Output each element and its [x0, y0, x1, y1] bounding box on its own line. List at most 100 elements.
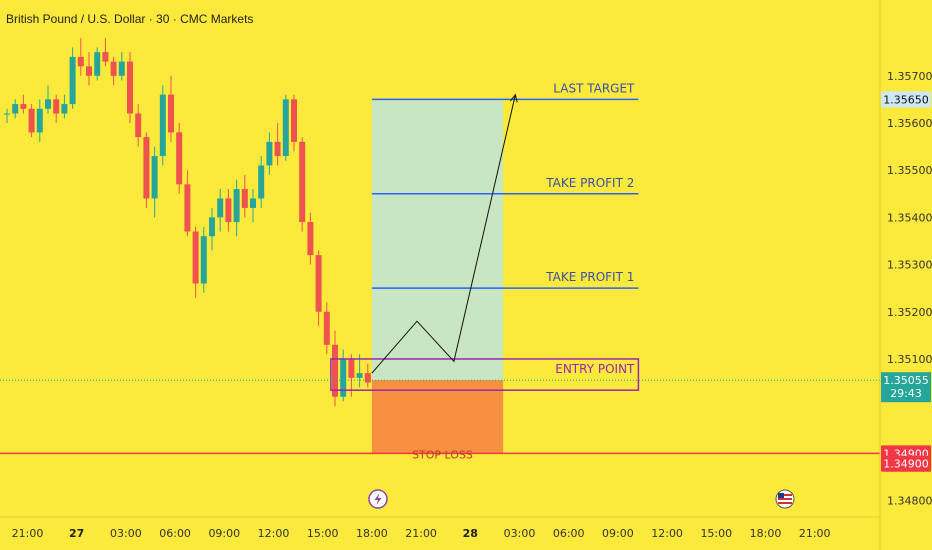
candle	[118, 52, 125, 81]
x-tick-label: 03:00	[504, 527, 536, 540]
x-tick-label: 06:00	[159, 527, 191, 540]
profit-zone	[371, 99, 504, 381]
candle	[110, 56, 117, 86]
candle-body	[184, 184, 191, 232]
current-price-text: 1.35055	[883, 374, 929, 387]
candle-body	[291, 99, 297, 142]
lightning-icon[interactable]	[368, 489, 388, 509]
candle-body	[200, 236, 207, 284]
candle	[69, 47, 76, 109]
price-axis[interactable]: 1.35700 1.35600 1.35500 1.35400 1.35300 1.352…	[887, 70, 932, 508]
candle-body	[282, 99, 289, 156]
level-label: TAKE PROFIT 1	[545, 270, 634, 284]
x-tick-label: 28	[463, 527, 478, 540]
candle-body	[315, 255, 322, 312]
us-flag-icon[interactable]	[775, 489, 795, 509]
candle-body	[69, 56, 76, 105]
candle	[53, 94, 60, 123]
level-label: LAST TARGET	[553, 81, 635, 95]
x-tick-label: 27	[69, 527, 84, 540]
candle-body	[77, 56, 84, 67]
candle-body	[233, 189, 240, 223]
candle	[307, 212, 314, 265]
candle-body	[135, 113, 142, 138]
x-tick-label: 09:00	[602, 527, 634, 540]
x-tick-label: 12:00	[651, 527, 683, 540]
candle-body	[307, 222, 314, 256]
x-tick-label: 18:00	[356, 527, 388, 540]
candle	[299, 137, 306, 232]
candle-body	[94, 52, 101, 76]
candle	[45, 85, 51, 114]
annotations: LAST TARGET TAKE PROFIT 2 TAKE PROFIT 1 ENT…	[0, 81, 880, 461]
candle	[135, 104, 142, 147]
candle-body	[159, 94, 166, 156]
candle	[61, 94, 68, 119]
x-tick-label: 12:00	[258, 527, 290, 540]
candle-body	[332, 344, 338, 397]
candle-body	[20, 104, 27, 109]
candle	[323, 302, 330, 355]
entry-box[interactable]	[330, 358, 640, 391]
candle-body	[176, 132, 183, 185]
candle	[225, 189, 232, 232]
candle	[274, 122, 281, 166]
candle	[250, 189, 256, 223]
candle	[233, 179, 240, 237]
x-tick-label: 21:00	[12, 527, 44, 540]
candle-body	[53, 99, 60, 114]
candle-body	[110, 61, 117, 76]
y-tick-label: 1.34800	[887, 495, 932, 508]
chart-title: British Pound / U.S. Dollar · 30 · CMC M…	[6, 12, 253, 26]
candle	[151, 146, 158, 218]
candle	[77, 38, 84, 76]
candle-body	[168, 94, 174, 133]
time-axis[interactable]: 21:00 27 03:00 06:00 09:00 12:00 15:00 18:00 21:…	[12, 527, 831, 540]
x-tick-label: 15:00	[700, 527, 732, 540]
candle	[291, 94, 297, 152]
candle	[200, 226, 207, 293]
candle-body	[192, 231, 199, 284]
projection-path[interactable]	[371, 94, 516, 374]
candle-body	[241, 189, 248, 208]
x-tick-label: 06:00	[553, 527, 585, 540]
candle-body	[348, 358, 355, 378]
x-tick-label: 21:00	[405, 527, 437, 540]
x-tick-label: 09:00	[208, 527, 240, 540]
y-tick-label: 1.35200	[887, 306, 932, 319]
position-zones	[371, 99, 504, 454]
candle-body	[356, 373, 363, 378]
candle	[86, 52, 92, 86]
candles	[4, 38, 371, 407]
candle-body	[274, 141, 281, 156]
candle	[364, 363, 371, 388]
candle-body	[258, 165, 265, 199]
x-tick-label: 03:00	[110, 527, 142, 540]
candle-body	[299, 141, 306, 223]
candle	[266, 132, 273, 175]
y-tick-label: 1.35600	[887, 117, 932, 130]
candle	[356, 354, 363, 388]
y-tick-label: 1.35400	[887, 211, 932, 224]
candle	[241, 174, 248, 218]
candle	[36, 99, 43, 142]
candle-body	[127, 61, 133, 114]
y-tick-label: 1.35700	[887, 70, 932, 83]
candle-body	[61, 104, 68, 114]
candle-body	[364, 373, 371, 383]
price-tag-text: 1.34900	[883, 458, 929, 471]
candle	[20, 94, 27, 114]
x-tick-label: 15:00	[307, 527, 339, 540]
candle	[315, 250, 322, 326]
price-tag: 1.34900	[881, 455, 931, 472]
candle	[192, 226, 199, 298]
candle-body	[323, 311, 330, 345]
price-tag: 1.35650	[881, 91, 931, 108]
candle	[127, 52, 133, 123]
candle	[143, 132, 150, 208]
candle	[176, 122, 183, 194]
